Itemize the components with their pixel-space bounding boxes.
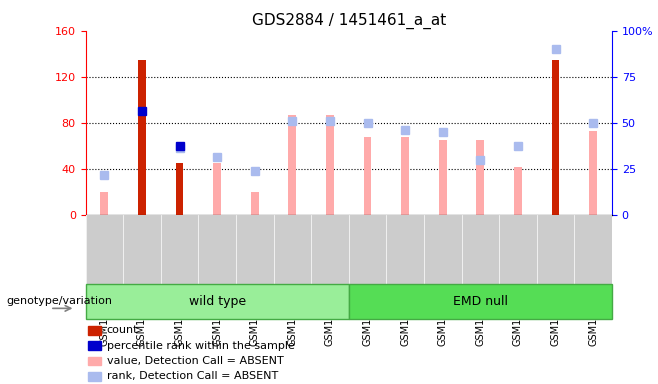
Bar <box>326 115 334 215</box>
Bar <box>88 372 101 381</box>
Text: value, Detection Call = ABSENT: value, Detection Call = ABSENT <box>107 356 284 366</box>
Bar <box>176 163 184 215</box>
Bar <box>88 326 101 334</box>
Text: genotype/variation: genotype/variation <box>7 296 113 306</box>
Text: EMD null: EMD null <box>453 295 508 308</box>
Text: count: count <box>107 325 138 335</box>
Bar <box>476 140 484 215</box>
Bar <box>88 357 101 365</box>
Bar <box>138 60 146 215</box>
Text: percentile rank within the sample: percentile rank within the sample <box>107 341 295 351</box>
Bar <box>288 115 296 215</box>
Bar <box>349 284 612 319</box>
Bar <box>88 341 101 350</box>
Bar <box>213 163 221 215</box>
Bar <box>439 140 447 215</box>
Bar <box>551 60 559 215</box>
Bar <box>401 137 409 215</box>
Title: GDS2884 / 1451461_a_at: GDS2884 / 1451461_a_at <box>251 13 446 29</box>
Bar <box>86 284 349 319</box>
Bar <box>251 192 259 215</box>
Bar <box>514 167 522 215</box>
Text: rank, Detection Call = ABSENT: rank, Detection Call = ABSENT <box>107 371 278 381</box>
Bar <box>364 137 372 215</box>
Bar <box>589 131 597 215</box>
Text: wild type: wild type <box>189 295 245 308</box>
Bar <box>101 192 109 215</box>
